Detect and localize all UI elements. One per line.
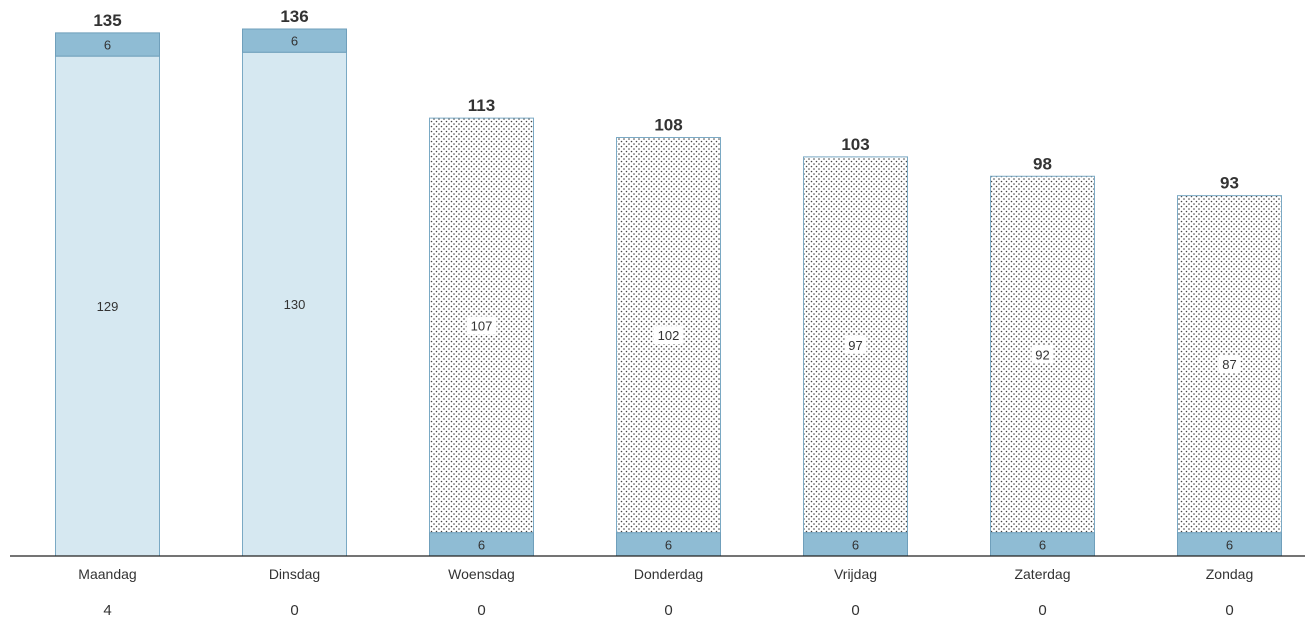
- segment-value-label: 130: [284, 297, 306, 312]
- segment-label-background: [466, 316, 497, 335]
- bar-total-label: 135: [93, 11, 121, 30]
- bar-total-label: 103: [841, 135, 869, 154]
- segment-value-label: 6: [1039, 537, 1046, 552]
- x-tick-label: Zaterdag: [1014, 566, 1070, 582]
- bottom-value-label: 0: [851, 602, 859, 619]
- segment-value-label: 102: [658, 328, 680, 343]
- x-tick-label: Zondag: [1206, 566, 1253, 582]
- x-tick-label: Donderdag: [634, 566, 703, 582]
- segment-value-label: 6: [852, 537, 859, 552]
- x-tick-label: Woensdag: [448, 566, 515, 582]
- segment-value-label: 6: [291, 34, 298, 49]
- segment-label-background: [844, 335, 867, 354]
- bar-segment-small: [55, 32, 160, 57]
- bottom-value-label: 0: [290, 602, 298, 619]
- segment-value-label: 6: [478, 537, 485, 552]
- segment-label-background: [1031, 345, 1054, 364]
- bottom-value-label: 0: [1038, 602, 1046, 619]
- bar-total-label: 136: [280, 7, 308, 26]
- bottom-value-label: 0: [1225, 602, 1233, 619]
- segment-value-label: 97: [848, 338, 862, 353]
- bar-total-label: 113: [468, 96, 495, 115]
- segment-value-label: 129: [97, 299, 119, 314]
- segment-value-label: 87: [1222, 357, 1236, 372]
- segment-label-background: [1218, 355, 1241, 374]
- bars-layer: [55, 28, 1282, 557]
- segment-value-label: 92: [1035, 348, 1049, 363]
- bottom-value-label: 4: [103, 602, 111, 619]
- bar-total-label: 98: [1033, 154, 1052, 173]
- labels-layer: 6 129 135 Maandag 4 6 130 136 Dinsdag 0 6 107 113 Woe…: [78, 7, 1253, 619]
- segment-value-label: 107: [471, 318, 493, 333]
- segment-label-background: [653, 326, 684, 345]
- x-tick-label: Dinsdag: [269, 566, 320, 582]
- bar-segment-main: [55, 55, 160, 557]
- bar-total-label: 93: [1220, 174, 1239, 193]
- bar-segment-small: [242, 28, 347, 53]
- bar-total-label: 108: [654, 116, 682, 135]
- bottom-value-label: 0: [664, 602, 672, 619]
- x-tick-label: Maandag: [78, 566, 136, 582]
- bottom-value-label: 0: [477, 602, 485, 619]
- segment-value-label: 6: [1226, 537, 1233, 552]
- segment-value-label: 6: [104, 38, 111, 53]
- segment-value-label: 6: [665, 537, 672, 552]
- x-tick-label: Vrijdag: [834, 566, 877, 582]
